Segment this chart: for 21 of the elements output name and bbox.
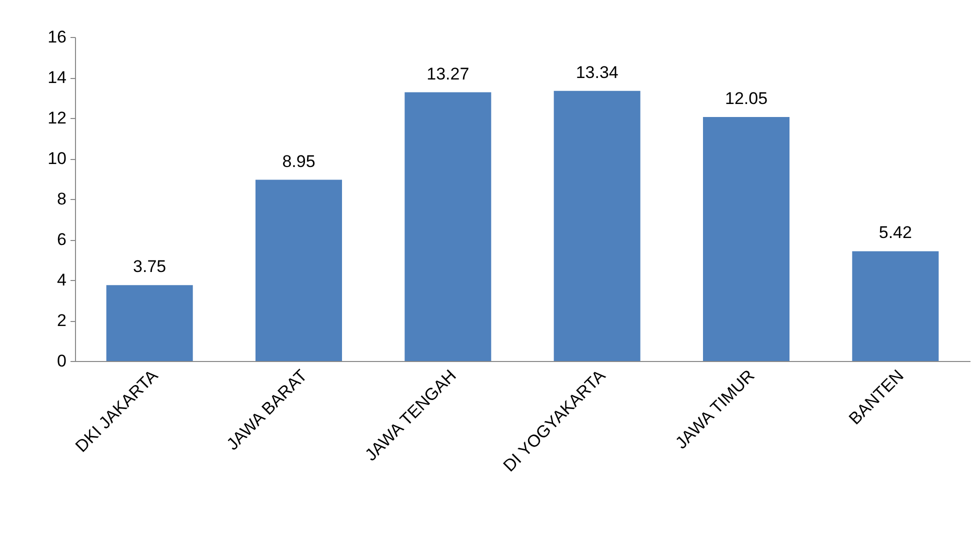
bar: [404, 92, 492, 361]
y-tick-label: 4: [57, 270, 66, 290]
bar: [106, 285, 193, 361]
y-tick-label: 10: [48, 149, 66, 168]
y-tick-label: 12: [48, 108, 66, 128]
data-label: 13.27: [426, 64, 470, 84]
bar: [255, 180, 342, 361]
bar: [852, 251, 939, 361]
data-label: 13.34: [576, 62, 618, 82]
data-label: 3.75: [133, 257, 166, 276]
y-tick-label: 6: [57, 230, 66, 249]
y-tick-label: 2: [57, 311, 66, 330]
y-tick-label: 8: [57, 190, 66, 208]
bar: [554, 90, 640, 361]
data-label: 5.42: [878, 223, 912, 242]
y-tick-label: 16: [48, 28, 66, 46]
bar: [702, 116, 790, 361]
y-tick-label: 0: [57, 352, 66, 370]
y-tick-label: 14: [48, 68, 66, 87]
data-label: 8.95: [282, 152, 316, 171]
data-label: 12.05: [724, 88, 768, 108]
